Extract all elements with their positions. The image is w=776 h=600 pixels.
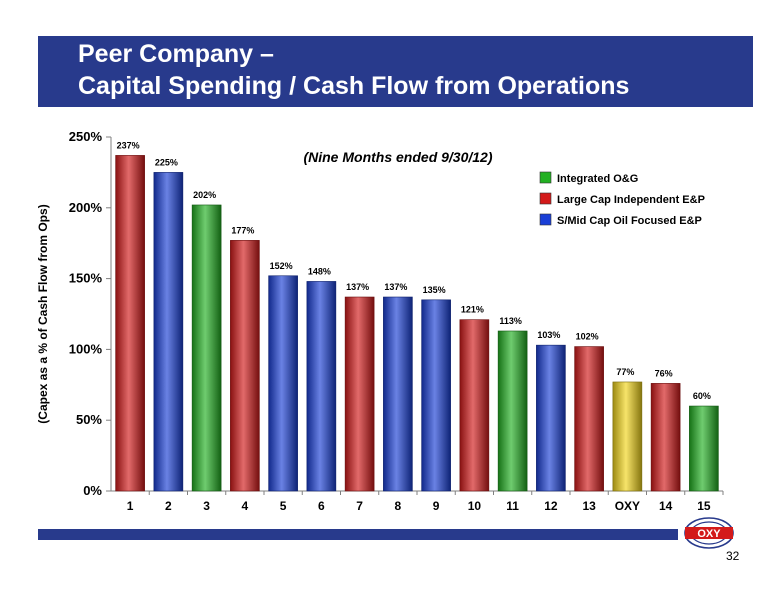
x-tick-label-10: 10	[468, 499, 482, 513]
x-tick-label-3: 3	[203, 499, 210, 513]
chart-subtitle: (Nine Months ended 9/30/12)	[303, 149, 492, 165]
x-tick-label-15: 15	[697, 499, 711, 513]
x-tick-label-OXY: OXY	[615, 499, 640, 513]
bar-8	[383, 296, 413, 492]
bar-9	[421, 299, 451, 492]
bar-10	[459, 319, 490, 492]
data-label-13: 102%	[576, 332, 599, 342]
legend-label-integrated: Integrated O&G	[557, 173, 638, 185]
x-tick-label-4: 4	[242, 499, 249, 513]
legend-label-large_cap: Large Cap Independent E&P	[557, 194, 705, 206]
slide-title-line-2: Capital Spending / Cash Flow from Operat…	[78, 72, 630, 100]
x-tick-label-5: 5	[280, 499, 287, 513]
bar-6	[306, 281, 337, 492]
bar-14	[650, 383, 681, 492]
bar-2	[153, 172, 184, 492]
x-tick-label-8: 8	[395, 499, 402, 513]
y-tick-label: 200%	[69, 200, 103, 215]
bar-OXY	[612, 381, 643, 492]
data-label-4: 177%	[231, 225, 254, 235]
bar-4	[230, 240, 260, 492]
x-tick-label-11: 11	[506, 499, 519, 513]
bar-15	[689, 405, 719, 492]
bar-3	[191, 204, 222, 492]
y-tick-label: 100%	[69, 341, 103, 356]
page-number: 32	[726, 549, 740, 563]
data-label-6: 148%	[308, 266, 331, 276]
bar-5	[268, 275, 298, 492]
x-tick-label-13: 13	[582, 499, 596, 513]
data-label-8: 137%	[384, 282, 407, 292]
slide-title-line-1: Peer Company –	[78, 40, 274, 68]
x-tick-label-2: 2	[165, 499, 172, 513]
legend-swatch-integrated	[539, 171, 552, 184]
x-tick-label-14: 14	[659, 499, 673, 513]
svg-text:OXY: OXY	[697, 528, 721, 540]
data-label-15: 60%	[693, 391, 711, 401]
bar-1	[115, 155, 145, 492]
oxy-logo: OXY	[684, 517, 734, 549]
data-label-OXY: 77%	[616, 367, 634, 377]
x-tick-label-12: 12	[544, 499, 558, 513]
data-label-10: 121%	[461, 305, 484, 315]
legend-label-smid_cap: S/Mid Cap Oil Focused E&P	[557, 215, 702, 227]
data-label-9: 135%	[423, 285, 446, 295]
data-label-7: 137%	[346, 282, 369, 292]
x-tick-label-6: 6	[318, 499, 325, 513]
x-tick-label-7: 7	[356, 499, 363, 513]
x-tick-label-1: 1	[127, 499, 134, 513]
legend-swatch-smid_cap	[539, 213, 552, 226]
legend-swatch-large_cap	[539, 192, 552, 205]
title-bar	[38, 36, 753, 107]
y-tick-label: 0%	[83, 483, 102, 498]
bar-7	[344, 296, 375, 492]
bar-11	[497, 330, 528, 492]
data-label-2: 225%	[155, 157, 178, 167]
data-label-11: 113%	[499, 316, 522, 326]
y-axis-title: (Capex as a % of Cash Flow from Ops)	[36, 204, 50, 423]
y-tick-label: 50%	[76, 412, 102, 427]
data-label-12: 103%	[537, 330, 560, 340]
data-label-5: 152%	[270, 261, 293, 271]
bar-13	[574, 346, 604, 492]
footer-bar	[38, 529, 678, 540]
y-tick-label: 150%	[69, 271, 103, 286]
data-label-3: 202%	[193, 190, 216, 200]
y-tick-label: 250%	[69, 129, 103, 144]
data-label-1: 237%	[117, 140, 140, 150]
x-tick-label-9: 9	[433, 499, 440, 513]
bar-12	[536, 344, 566, 492]
data-label-14: 76%	[655, 368, 673, 378]
